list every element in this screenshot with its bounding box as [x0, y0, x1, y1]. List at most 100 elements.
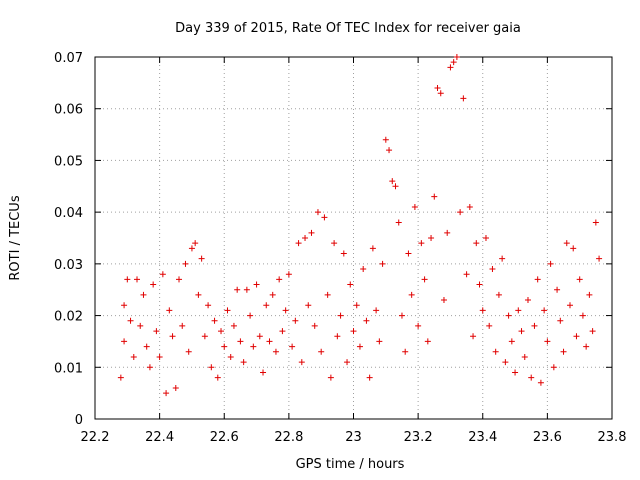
- data-point: [505, 312, 512, 319]
- data-point: [256, 333, 263, 340]
- data-point: [198, 255, 205, 262]
- data-point: [382, 136, 389, 143]
- data-point: [486, 322, 493, 329]
- data-point: [512, 369, 519, 376]
- data-point: [292, 317, 299, 324]
- data-point: [457, 209, 464, 216]
- data-point: [192, 240, 199, 247]
- data-point: [398, 312, 405, 319]
- data-point: [247, 312, 254, 319]
- data-point: [163, 390, 170, 397]
- data-point: [453, 54, 460, 60]
- y-tick-label: 0: [75, 413, 83, 428]
- data-point: [266, 338, 273, 345]
- data-point: [130, 353, 137, 360]
- data-point: [234, 286, 241, 293]
- grid-lines: [95, 57, 612, 419]
- data-point: [182, 260, 189, 267]
- data-point: [218, 328, 225, 335]
- data-point: [379, 260, 386, 267]
- data-point: [153, 328, 160, 335]
- data-point: [470, 333, 477, 340]
- data-point: [156, 353, 163, 360]
- data-point: [172, 384, 179, 391]
- y-tick-label: 0.05: [54, 154, 83, 169]
- x-tick-label: 22.6: [210, 430, 239, 445]
- data-point: [440, 297, 447, 304]
- data-point: [269, 291, 276, 298]
- data-point: [547, 260, 554, 267]
- data-point: [515, 307, 522, 314]
- data-point: [253, 281, 260, 288]
- data-point: [179, 322, 186, 329]
- data-point: [146, 364, 153, 371]
- data-point: [570, 245, 577, 252]
- data-point: [421, 276, 428, 283]
- x-tick-label: 22.2: [81, 430, 110, 445]
- data-point: [185, 348, 192, 355]
- x-tick-label: 23.8: [598, 430, 627, 445]
- data-point: [576, 276, 583, 283]
- data-point: [318, 348, 325, 355]
- data-point: [295, 240, 302, 247]
- data-point: [450, 59, 457, 66]
- y-tick-label: 0.06: [54, 103, 83, 118]
- chart-title: Day 339 of 2015, Rate Of TEC Index for r…: [175, 21, 521, 36]
- data-point: [447, 64, 454, 71]
- data-point: [573, 333, 580, 340]
- data-point: [428, 235, 435, 241]
- data-point: [327, 374, 334, 381]
- data-point: [285, 271, 292, 278]
- data-point: [221, 343, 228, 350]
- data-point: [408, 291, 415, 298]
- data-point: [140, 291, 147, 298]
- data-point: [289, 343, 296, 350]
- x-tick-label: 22.8: [274, 430, 303, 445]
- data-point: [298, 359, 305, 366]
- data-point: [524, 297, 531, 304]
- data-point: [350, 328, 357, 335]
- data-point: [230, 322, 237, 329]
- data-point: [127, 317, 134, 324]
- data-points: [117, 54, 603, 397]
- data-point: [334, 333, 341, 340]
- data-point: [143, 343, 150, 350]
- axis-ticks: 22.2 22.4 22.6 22.8 23 23.2 23.4 23.6 23.8 0 0.01 0…: [54, 51, 626, 445]
- y-axis-label: ROTI / TECUs: [8, 195, 23, 280]
- data-point: [386, 147, 393, 154]
- data-point: [444, 229, 451, 236]
- data-point: [389, 178, 396, 185]
- data-point: [366, 374, 373, 381]
- data-point: [583, 343, 590, 350]
- data-point: [431, 193, 438, 200]
- data-point: [201, 333, 208, 340]
- data-point: [121, 302, 128, 309]
- data-point: [195, 291, 202, 298]
- data-point: [463, 271, 470, 278]
- data-point: [554, 286, 561, 293]
- data-point: [405, 250, 412, 257]
- data-point: [331, 240, 338, 247]
- data-point: [263, 302, 270, 309]
- data-point: [272, 348, 279, 355]
- data-point: [363, 317, 370, 324]
- y-tick-label: 0.04: [54, 206, 83, 221]
- data-point: [541, 307, 548, 314]
- data-point: [508, 338, 515, 345]
- data-point: [214, 374, 221, 381]
- data-point: [321, 214, 328, 221]
- data-point: [340, 250, 347, 257]
- data-point: [227, 353, 234, 360]
- data-point: [592, 219, 599, 226]
- data-point: [176, 276, 183, 283]
- data-point: [589, 328, 596, 335]
- data-point: [550, 364, 557, 371]
- data-point: [460, 95, 467, 102]
- x-tick-label: 23.4: [468, 430, 497, 445]
- data-point: [473, 240, 480, 247]
- x-tick-label: 23.6: [533, 430, 562, 445]
- data-point: [392, 183, 399, 190]
- data-point: [395, 219, 402, 226]
- data-point: [376, 338, 383, 345]
- data-point: [586, 291, 593, 298]
